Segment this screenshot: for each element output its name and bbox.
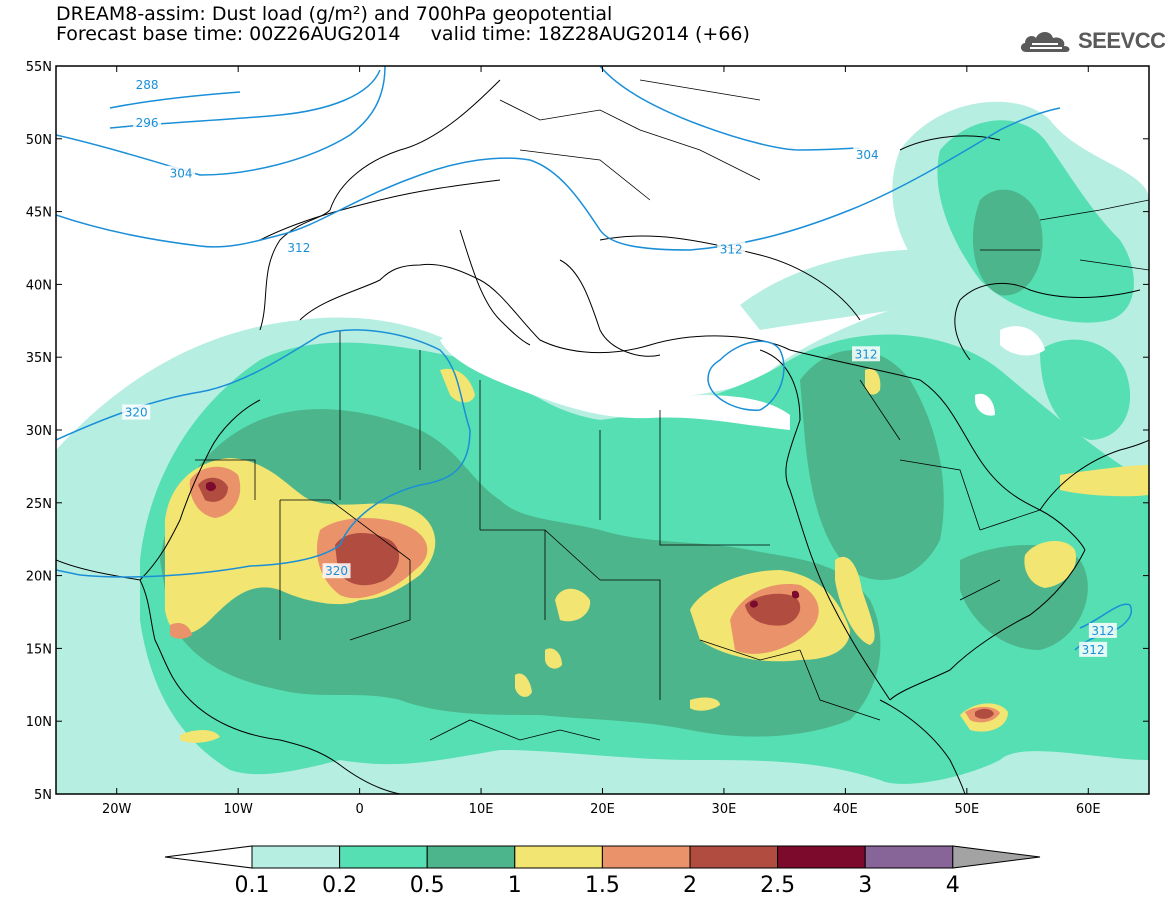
- lat-label: 20N: [26, 570, 52, 585]
- colorbar-bin: [777, 845, 866, 869]
- svg-text:304: 304: [856, 148, 879, 162]
- colorbar-label: 3: [858, 873, 872, 898]
- map-area: 288 296 304 312 304 312 312 320 320 312 312: [56, 66, 1149, 794]
- lon-label: 30E: [712, 802, 737, 817]
- colorbar: 0.1 0.2 0.5 1 1.5 2 2.5 3 4: [164, 845, 1041, 898]
- lon-label: 50E: [954, 802, 979, 817]
- svg-text:304: 304: [170, 167, 193, 181]
- dust-level-2-area: [198, 477, 994, 719]
- contour-label: 304: [853, 146, 882, 162]
- contour-label: 296: [133, 114, 162, 130]
- colorbar-bin: [426, 845, 516, 869]
- colorbar-label: 0.1: [235, 873, 270, 898]
- svg-text:312: 312: [720, 242, 743, 256]
- contour-label: 320: [122, 404, 151, 420]
- lat-label: 25N: [26, 497, 52, 512]
- country-borders: [195, 79, 1149, 741]
- svg-text:288: 288: [136, 78, 159, 92]
- colorbar-left-arrow: [164, 845, 253, 869]
- lat-label: 10N: [26, 715, 52, 730]
- svg-text:312: 312: [1091, 624, 1114, 638]
- svg-text:296: 296: [136, 116, 159, 130]
- colorbar-bin: [514, 845, 603, 869]
- colorbar-bin: [251, 845, 341, 869]
- contour-label: 312: [717, 241, 746, 257]
- contour-label: 320: [322, 563, 351, 579]
- colorbar-label: 0.2: [322, 873, 357, 898]
- contour-label: 312: [1079, 641, 1108, 657]
- svg-text:312: 312: [855, 347, 878, 361]
- svg-text:320: 320: [325, 564, 348, 578]
- lat-label: 55N: [26, 60, 52, 75]
- contour-label: 304: [167, 165, 196, 181]
- lat-label: 35N: [26, 351, 52, 366]
- colorbar-label: 1: [508, 873, 522, 898]
- latitude-axis: 55N 50N 45N 40N 35N 30N 25N 20N 15N 10N 5N: [26, 60, 1149, 803]
- longitude-axis: 20W 10W 0 10E 20E 30E 40E 50E 60E: [102, 66, 1101, 817]
- lon-label: 0: [355, 802, 363, 817]
- colorbar-bin: [339, 845, 428, 869]
- colorbar-bin: [689, 845, 779, 869]
- svg-text:320: 320: [125, 406, 148, 420]
- lon-label: 10W: [223, 802, 253, 817]
- colorbar-bin: [864, 845, 954, 869]
- lat-label: 5N: [34, 788, 52, 803]
- map-title: DREAM8-assim: Dust load (g/m²) and 700hP…: [56, 3, 613, 25]
- contour-label: 312: [284, 240, 313, 255]
- colorbar-right-arrow: [952, 845, 1041, 869]
- colorbar-label: 2: [683, 873, 697, 898]
- contour-label: 312: [1088, 622, 1117, 638]
- colorbar-bin: [601, 845, 691, 869]
- seevccc-logo: SEEVCCC: [1018, 26, 1165, 56]
- contour-label: 312: [852, 346, 881, 362]
- lat-label: 15N: [26, 642, 52, 657]
- lon-label: 20E: [590, 802, 615, 817]
- logo-text: SEEVCCC: [1078, 28, 1165, 53]
- geopotential-contours: [56, 66, 1132, 651]
- colorbar-label: 2.5: [760, 873, 795, 898]
- lon-label: 40E: [833, 802, 858, 817]
- lat-label: 45N: [26, 206, 52, 221]
- colorbar-label: 0.5: [410, 873, 445, 898]
- cloud-icon: [1020, 32, 1070, 52]
- lon-label: 60E: [1076, 802, 1101, 817]
- contour-labels: 288 296 304 312 304 312 312 320 320 312 312: [122, 76, 1117, 657]
- map-subtitle: Forecast base time: 00Z26AUG2014 valid t…: [56, 23, 750, 45]
- lon-label: 20W: [102, 802, 132, 817]
- lat-label: 30N: [26, 424, 52, 439]
- colorbar-label: 1.5: [585, 873, 620, 898]
- lat-label: 50N: [26, 133, 52, 148]
- svg-text:312: 312: [287, 241, 310, 255]
- lat-label: 40N: [26, 278, 52, 293]
- colorbar-label: 4: [946, 873, 960, 898]
- svg-text:312: 312: [1082, 643, 1105, 657]
- dust-level-2.5-area: [206, 481, 800, 608]
- coastlines: [56, 79, 1149, 794]
- clear-sky-areas: [440, 326, 1045, 430]
- lon-label: 10E: [469, 802, 494, 817]
- contour-label: 288: [133, 76, 162, 92]
